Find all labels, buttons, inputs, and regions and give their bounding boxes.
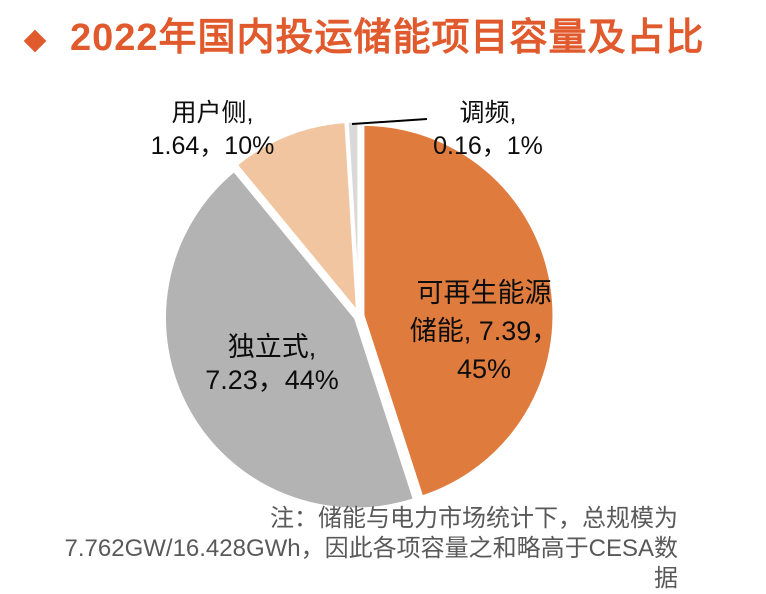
label-renewable-value: 储能, 7.39， [409, 316, 559, 346]
label-standalone-name: 独立式, [227, 332, 317, 362]
chart-title: 2022年国内投运储能项目容量及占比 [70, 17, 705, 59]
pie-slice-standalone [163, 168, 416, 511]
label-user-side-value: 1.64，10% [150, 132, 275, 160]
footnote-line1: 注：储能与电力市场统计下，总规模为 [270, 505, 678, 532]
label-user-side: 用户侧, 1.64，10% [100, 97, 325, 163]
label-frequency-value: 0.16，1% [433, 132, 543, 160]
label-renewable: 可再生能源 储能, 7.39， 45% [372, 274, 596, 388]
pie-slice-user-side [234, 120, 360, 314]
label-renewable-name: 可再生能源 [416, 278, 552, 308]
frequency-leader-line [351, 118, 428, 125]
label-frequency: 调频, 0.16，1% [398, 97, 578, 163]
label-standalone-value: 7.23，44% [205, 365, 339, 395]
pie-slices [163, 119, 556, 511]
footnote-line2: 7.762GW/16.428GWh，因此各项容量之和略高于CESA数据 [64, 535, 678, 592]
label-frequency-name: 调频, [459, 99, 517, 127]
pie-slice-renewable [361, 122, 556, 499]
label-standalone: 独立式, 7.23，44% [160, 331, 384, 397]
pie-slice-frequency [345, 119, 361, 314]
label-renewable-percent: 45% [456, 354, 512, 384]
label-user-side-name: 用户侧, [171, 99, 254, 127]
footnote: 注：储能与电力市场统计下，总规模为 7.762GW/16.428GWh，因此各项… [58, 504, 678, 594]
